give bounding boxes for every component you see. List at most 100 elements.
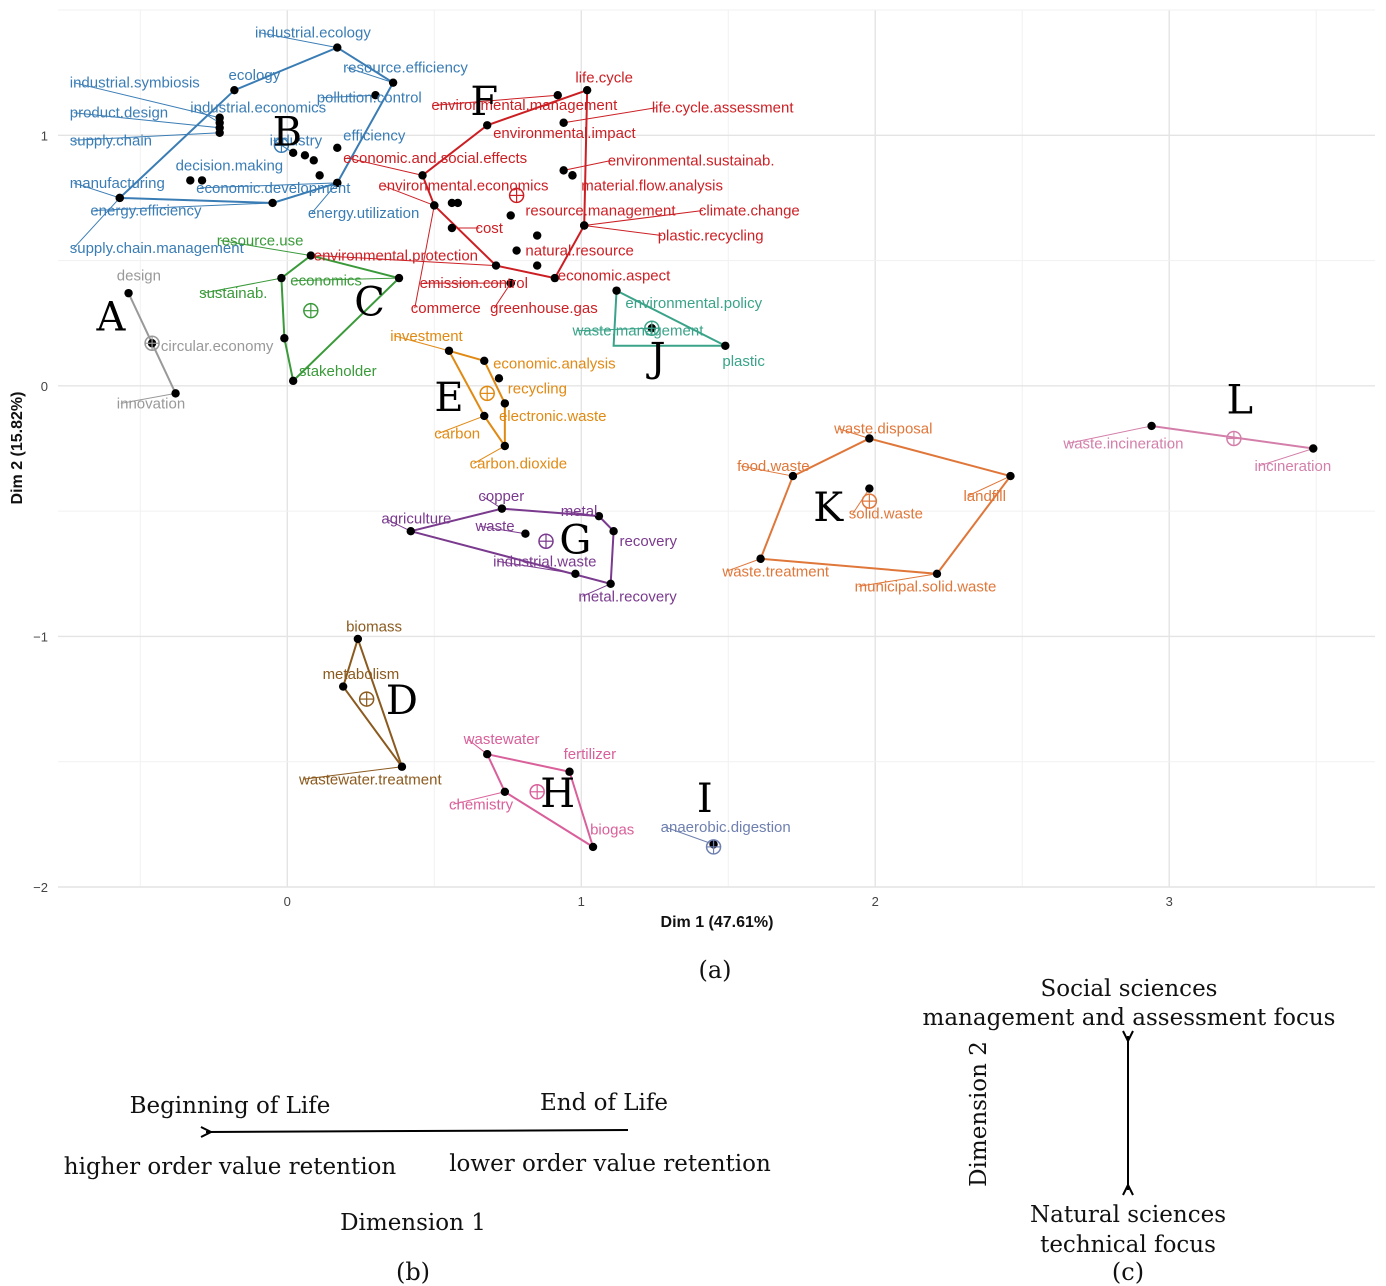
point-label: wastewater.treatment [298,771,442,788]
end-of-life-label: End of Life [540,1090,668,1116]
leader-H [452,791,505,805]
point-E [500,441,510,451]
leader-F [317,255,497,267]
x-tick-label: 0 [284,894,291,909]
point-label: circular.economy [161,338,274,355]
point-label: carbon.dioxide [470,456,568,473]
hull-D [342,635,403,768]
leader-G [497,560,576,575]
leader-F [493,282,512,309]
leader-E [438,415,485,434]
point-F [430,201,439,210]
hull-L [1151,424,1314,450]
y-tick-label: 1 [41,128,48,143]
point-L [1147,421,1156,431]
point-F [418,171,427,180]
point-label: carbon [434,425,480,442]
point-label: plastic.recycling [658,228,764,245]
point-label: fertilizer [564,746,617,763]
point-label: waste [474,518,514,535]
point-label: industrial.waste [493,553,596,570]
point-B [333,143,342,153]
point-label: climate.change [699,202,800,219]
leader-F [584,224,662,237]
point-H [483,749,492,759]
point-C [394,273,404,283]
point-label: cost [475,220,503,237]
leader-B [73,182,120,199]
factor-map-panel: design circular.economy innovation industri… [9,9,1375,931]
point-label: ecology [229,67,281,84]
point-label: biomass [346,618,402,635]
point-B [186,176,195,185]
cluster-letter-A: A [95,295,126,341]
point-F [512,246,521,255]
point-label: life.cycle [575,70,633,87]
point-K [756,554,765,563]
dimension-1-title: Dimension 1 [340,1210,486,1236]
social-sciences-label: Social sciences [1041,976,1218,1002]
dimension-2-panel: Social sciences management and assessmen… [923,976,1336,1286]
leader-K [967,475,1011,497]
point-label: resource.efficiency [343,60,468,77]
point-G [606,579,615,589]
point-label: solid.waste [849,506,923,523]
leader-L [1067,425,1152,444]
point-C [288,376,298,386]
point-F [532,261,542,270]
leader-G [385,518,411,532]
point-B [230,85,239,95]
axis-ticks: 0 1 2 3 1 0 −1 −2 [33,128,1173,909]
point-label: life.cycle.assessment [652,100,795,117]
dimension-1-panel: Beginning of Life End of Life higher ord… [64,1090,771,1286]
point-label: landfill [963,488,1006,505]
point-label: environmental.sustainab. [608,152,775,169]
point-labels: design circular.economy innovation industri… [70,25,1331,839]
x-tick-label: 1 [578,894,585,909]
point-label: energy.utilization [308,205,419,222]
point-A [124,288,133,298]
leader-C [203,277,282,294]
point-label: electronic.waste [499,408,607,425]
point-F [447,198,457,208]
point-E [480,411,489,421]
leader-B [346,67,394,84]
point-G [406,526,415,536]
point-F [580,221,589,230]
point-label: environmental.policy [625,295,762,312]
point-label: copper [478,488,524,505]
point-label: efficiency [343,127,406,144]
point-F [559,118,568,127]
point-B [300,151,310,160]
point-B [115,193,124,203]
point-G [521,529,530,538]
point-D [353,634,363,644]
point-G [594,511,604,521]
caption-b: (b) [396,1258,430,1286]
point-C [306,251,316,260]
point-F [453,198,463,208]
point-label: decision.making [176,157,284,174]
point-label: economics [290,273,362,290]
point-label: waste.management [571,323,704,340]
point-label: design [117,268,161,285]
point-label: chemistry [449,796,514,813]
leader-F [584,209,703,226]
point-B [288,148,298,158]
point-label: environmental.management [431,97,618,114]
point-label: metabolism [323,666,400,683]
y-tick-label: 0 [41,379,48,394]
point-J [721,341,730,350]
point-label: economic.development [196,180,351,197]
point-B [215,128,224,137]
leader-B [194,107,220,124]
point-label: supply.chain [70,132,152,149]
point-D [397,762,407,771]
cluster-letter-C: C [354,280,385,326]
point-label: economic.and.social.effects [343,150,527,167]
hull-K [759,437,1013,575]
cluster-centers [144,137,1242,855]
leader-L [1258,448,1314,467]
point-K [865,484,874,493]
